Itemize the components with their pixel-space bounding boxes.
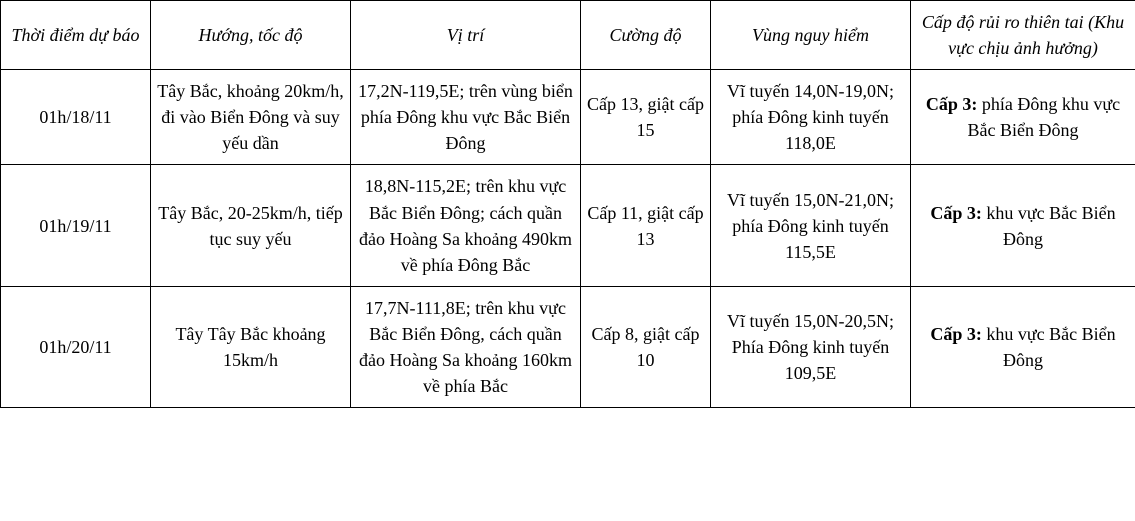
- cell-risk: Cấp 3: phía Đông khu vực Bắc Biển Đông: [911, 70, 1135, 165]
- risk-area: khu vực Bắc Biển Đông: [982, 324, 1116, 370]
- cell-direction: Tây Bắc, khoảng 20km/h, đi vào Biển Đông…: [151, 70, 351, 165]
- table-header-row: Thời điểm dự báo Hướng, tốc độ Vị trí Cư…: [1, 1, 1135, 70]
- cell-danger: Vĩ tuyến 15,0N-20,5N; Phía Đông kinh tuy…: [711, 286, 911, 407]
- cell-danger: Vĩ tuyến 15,0N-21,0N; phía Đông kinh tuy…: [711, 165, 911, 286]
- cell-position: 17,2N-119,5E; trên vùng biển phía Đông k…: [351, 70, 581, 165]
- col-header-position: Vị trí: [351, 1, 581, 70]
- cell-danger: Vĩ tuyến 14,0N-19,0N; phía Đông kinh tuy…: [711, 70, 911, 165]
- cell-risk: Cấp 3: khu vực Bắc Biển Đông: [911, 286, 1135, 407]
- table-row: 01h/19/11 Tây Bắc, 20-25km/h, tiếp tục s…: [1, 165, 1135, 286]
- cell-risk: Cấp 3: khu vực Bắc Biển Đông: [911, 165, 1135, 286]
- risk-level: Cấp 3:: [926, 94, 978, 114]
- table-row: 01h/18/11 Tây Bắc, khoảng 20km/h, đi vào…: [1, 70, 1135, 165]
- cell-intensity: Cấp 8, giật cấp 10: [581, 286, 711, 407]
- risk-level: Cấp 3:: [930, 324, 982, 344]
- cell-intensity: Cấp 13, giật cấp 15: [581, 70, 711, 165]
- col-header-danger: Vùng nguy hiểm: [711, 1, 911, 70]
- table-row: 01h/20/11 Tây Tây Bắc khoảng 15km/h 17,7…: [1, 286, 1135, 407]
- cell-intensity: Cấp 11, giật cấp 13: [581, 165, 711, 286]
- col-header-direction: Hướng, tốc độ: [151, 1, 351, 70]
- col-header-time: Thời điểm dự báo: [1, 1, 151, 70]
- cell-time: 01h/20/11: [1, 286, 151, 407]
- col-header-intensity: Cường độ: [581, 1, 711, 70]
- forecast-table: Thời điểm dự báo Hướng, tốc độ Vị trí Cư…: [0, 0, 1135, 408]
- cell-time: 01h/18/11: [1, 70, 151, 165]
- cell-direction: Tây Bắc, 20-25km/h, tiếp tục suy yếu: [151, 165, 351, 286]
- cell-position: 18,8N-115,2E; trên khu vực Bắc Biển Đông…: [351, 165, 581, 286]
- cell-time: 01h/19/11: [1, 165, 151, 286]
- cell-direction: Tây Tây Bắc khoảng 15km/h: [151, 286, 351, 407]
- cell-position: 17,7N-111,8E; trên khu vực Bắc Biển Đông…: [351, 286, 581, 407]
- risk-level: Cấp 3:: [930, 203, 982, 223]
- risk-area: phía Đông khu vực Bắc Biển Đông: [968, 94, 1121, 140]
- col-header-risk: Cấp độ rủi ro thiên tai (Khu vực chịu ản…: [911, 1, 1135, 70]
- risk-area: khu vực Bắc Biển Đông: [982, 203, 1116, 249]
